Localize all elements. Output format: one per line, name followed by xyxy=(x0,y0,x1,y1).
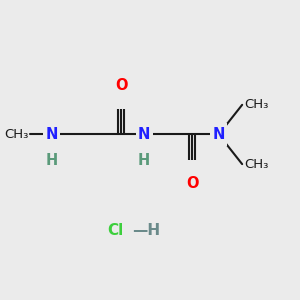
Text: N: N xyxy=(212,127,225,142)
Text: CH₃: CH₃ xyxy=(244,98,268,111)
Text: CH₃: CH₃ xyxy=(4,128,29,141)
FancyBboxPatch shape xyxy=(184,160,201,182)
Text: H: H xyxy=(45,153,58,168)
Text: O: O xyxy=(186,176,198,191)
FancyBboxPatch shape xyxy=(43,123,60,146)
FancyBboxPatch shape xyxy=(136,123,153,146)
FancyBboxPatch shape xyxy=(210,123,227,146)
Text: —H: —H xyxy=(132,223,160,238)
FancyBboxPatch shape xyxy=(112,86,130,109)
Text: CH₃: CH₃ xyxy=(244,158,268,171)
Text: H: H xyxy=(138,153,150,168)
Text: N: N xyxy=(138,127,150,142)
Text: N: N xyxy=(45,127,58,142)
Text: O: O xyxy=(115,78,127,93)
FancyBboxPatch shape xyxy=(113,75,129,95)
Text: Cl: Cl xyxy=(107,223,124,238)
FancyBboxPatch shape xyxy=(184,174,200,194)
